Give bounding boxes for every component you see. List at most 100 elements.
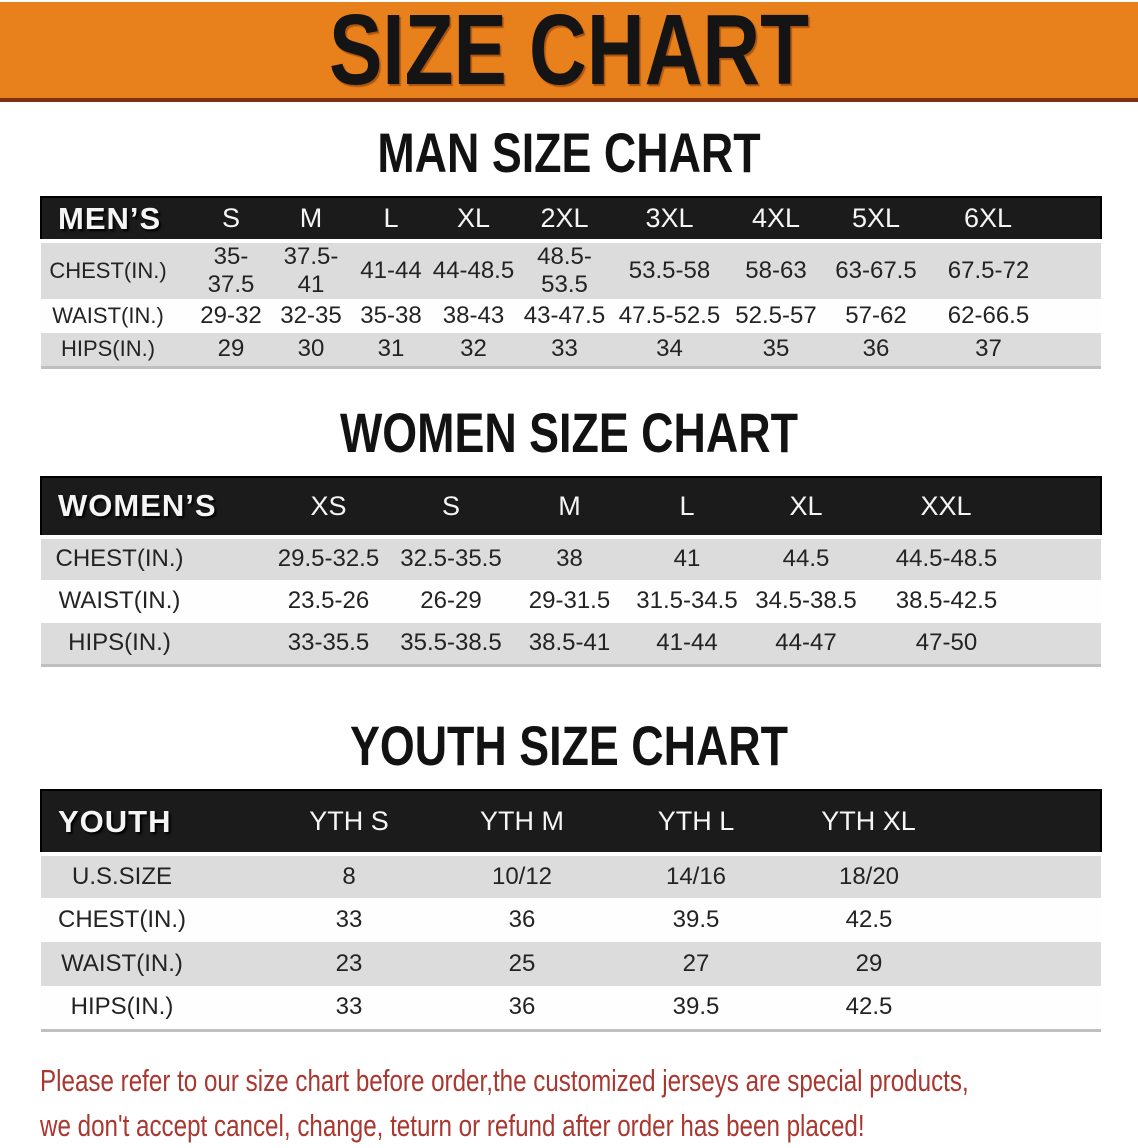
size-header-cell: 2XL (540, 203, 589, 233)
size-header-cell: XL (789, 490, 823, 521)
row-label-cell: HIPS(IN.) (60, 336, 156, 362)
row-label-cell: HIPS(IN.) (68, 629, 171, 657)
value-cell: 38 (556, 545, 583, 572)
value-cell: 67.5-72 (947, 257, 1030, 284)
value-cell: 29-31.5 (528, 587, 611, 614)
value-cell: 62-66.5 (947, 302, 1030, 329)
value-cell: 41-44 (656, 629, 718, 657)
size-header-cell: L (679, 490, 695, 521)
value-cell: 42.5 (845, 906, 893, 933)
value-cell: 27 (682, 950, 710, 977)
value-cell: 43-47.5 (523, 302, 606, 329)
table-row: WAIST(IN.) 23.5-26 26-29 29-31.5 31.5-34.5 34… (41, 579, 1101, 623)
men-size-table-container: MEN’S S M L XL 2XL 3XL 4XL 5XL 6XL CHEST(IN.) 35-37… (40, 196, 1101, 369)
table-row: WAIST(IN.) 23 25 27 29 (41, 942, 1101, 986)
value-cell: 47-50 (915, 629, 978, 657)
disclaimer-line-2: we don't accept cancel, change, teturn o… (40, 1107, 865, 1143)
value-cell: 25 (508, 950, 536, 977)
value-cell: 41 (673, 545, 701, 572)
value-cell: 30 (297, 335, 325, 363)
value-cell: 29.5-32.5 (277, 545, 380, 572)
value-cell: 44.5 (782, 545, 830, 572)
value-cell: 53.5-58 (628, 257, 711, 284)
value-cell: 29-32 (200, 302, 262, 329)
value-cell: 14/16 (665, 863, 727, 890)
size-table: WOMEN’S XS S M L XL XXL CHEST(IN.) 29.5-32.5 32.5… (40, 476, 1102, 668)
size-header-cell: YTH M (480, 806, 564, 836)
table-row: U.S.SIZE 8 10/12 14/16 18/20 (41, 854, 1101, 898)
table-title-cell: YOUTH (58, 803, 172, 839)
value-cell: 63-67.5 (835, 257, 917, 284)
table-row: WAIST(IN.) 29-32 32-35 35-38 38-43 43-47.5 47.… (41, 299, 1101, 333)
size-header-cell: 4XL (751, 203, 801, 233)
row-label-cell: CHEST(IN.) (58, 906, 186, 933)
value-cell: 34.5-38.5 (755, 587, 857, 614)
value-cell: 37 (975, 335, 1002, 363)
section-youth: YOUTH SIZE CHART YOUTH YTH S YTH M YTH L YTH… (0, 714, 1138, 1032)
value-cell: 26-29 (420, 587, 482, 614)
size-header-cell: 5XL (851, 203, 901, 233)
disclaimer-line-1: Please refer to our size chart before or… (40, 1062, 969, 1098)
value-cell: 35.5-38.5 (400, 629, 502, 657)
value-cell: 29 (855, 950, 883, 977)
table-header-row: MEN’S S M L XL 2XL 3XL 4XL 5XL 6XL (41, 197, 1101, 241)
youth-size-chart-heading: YOUTH SIZE CHART (349, 714, 789, 777)
size-header-cell: S (441, 490, 460, 521)
size-header-cell: XL (456, 203, 491, 233)
row-label-cell: WAIST(IN.) (61, 950, 183, 977)
value-cell: 44-48.5 (432, 257, 515, 284)
banner: SIZE CHART (0, 2, 1138, 102)
women-size-table-container: WOMEN’S XS S M L XL XXL CHEST(IN.) 29.5-32.5 32.5… (40, 476, 1102, 668)
size-header-cell: S (221, 203, 240, 233)
value-cell: 38.5-42.5 (895, 587, 998, 614)
table-row: CHEST(IN.) 33 36 39.5 42.5 (41, 898, 1101, 942)
value-cell: 44-47 (775, 629, 837, 657)
value-cell: 33 (335, 993, 363, 1021)
banner-title: SIZE CHART (329, 2, 809, 102)
size-header-cell: YTH L (657, 806, 735, 836)
section-men: MAN SIZE CHART MEN’S S M L XL 2XL 3XL 4XL 5XL 6XL… (0, 121, 1138, 369)
size-header-cell: M (299, 203, 323, 233)
value-cell: 35 (762, 335, 790, 363)
value-cell: 44.5-48.5 (895, 545, 998, 572)
disclaimer: Please refer to our size chart before or… (40, 1058, 1138, 1148)
row-label-cell: CHEST(IN.) (55, 545, 184, 572)
value-cell: 58-63 (745, 257, 807, 284)
women-size-chart-heading: WOMEN SIZE CHART (340, 400, 798, 464)
table-row: HIPS(IN.) 33 36 39.5 42.5 (41, 986, 1101, 1030)
size-table: YOUTH YTH S YTH M YTH L YTH XL U.S.SIZE 8 10/12… (40, 789, 1102, 1032)
value-cell: 36 (862, 335, 890, 363)
table-header-row: YOUTH YTH S YTH M YTH L YTH XL (41, 790, 1101, 854)
value-cell: 23.5-26 (287, 587, 370, 614)
row-label-cell: WAIST(IN.) (52, 303, 164, 328)
value-cell: 34 (656, 335, 683, 363)
value-cell: 18/20 (838, 863, 900, 890)
value-cell: 31 (377, 335, 405, 363)
youth-size-table-container: YOUTH YTH S YTH M YTH L YTH XL U.S.SIZE 8 10/12… (40, 789, 1102, 1032)
row-label-cell: U.S.SIZE (71, 863, 173, 890)
table-title-cell: MEN’S (58, 200, 162, 236)
value-cell: 23 (335, 950, 363, 977)
value-cell: 33 (551, 335, 578, 363)
value-cell: 8 (342, 863, 356, 890)
size-header-cell: 3XL (645, 203, 694, 233)
value-cell: 57-62 (845, 302, 907, 329)
value-cell: 36 (508, 993, 536, 1021)
section-women: WOMEN SIZE CHART WOMEN’S XS S M L XL XXL CHEST(… (0, 400, 1138, 668)
value-cell: 10/12 (491, 863, 553, 890)
table-row: HIPS(IN.) 33-35.5 35.5-38.5 38.5-41 41-44 44-… (41, 622, 1101, 666)
value-cell: 31.5-34.5 (636, 587, 738, 614)
size-header-cell: M (558, 490, 581, 521)
size-header-cell: XS (310, 490, 347, 521)
value-cell: 33 (335, 906, 363, 933)
value-cell: 33-35.5 (287, 629, 370, 657)
value-cell: 35-37.5 (207, 243, 255, 298)
man-size-chart-heading: MAN SIZE CHART (377, 121, 761, 184)
value-cell: 38-43 (442, 302, 505, 329)
value-cell: 29 (217, 335, 245, 363)
value-cell: 38.5-41 (528, 629, 611, 657)
value-cell: 32 (460, 335, 487, 363)
size-header-cell: YTH S (309, 806, 389, 836)
value-cell: 39.5 (672, 993, 720, 1021)
